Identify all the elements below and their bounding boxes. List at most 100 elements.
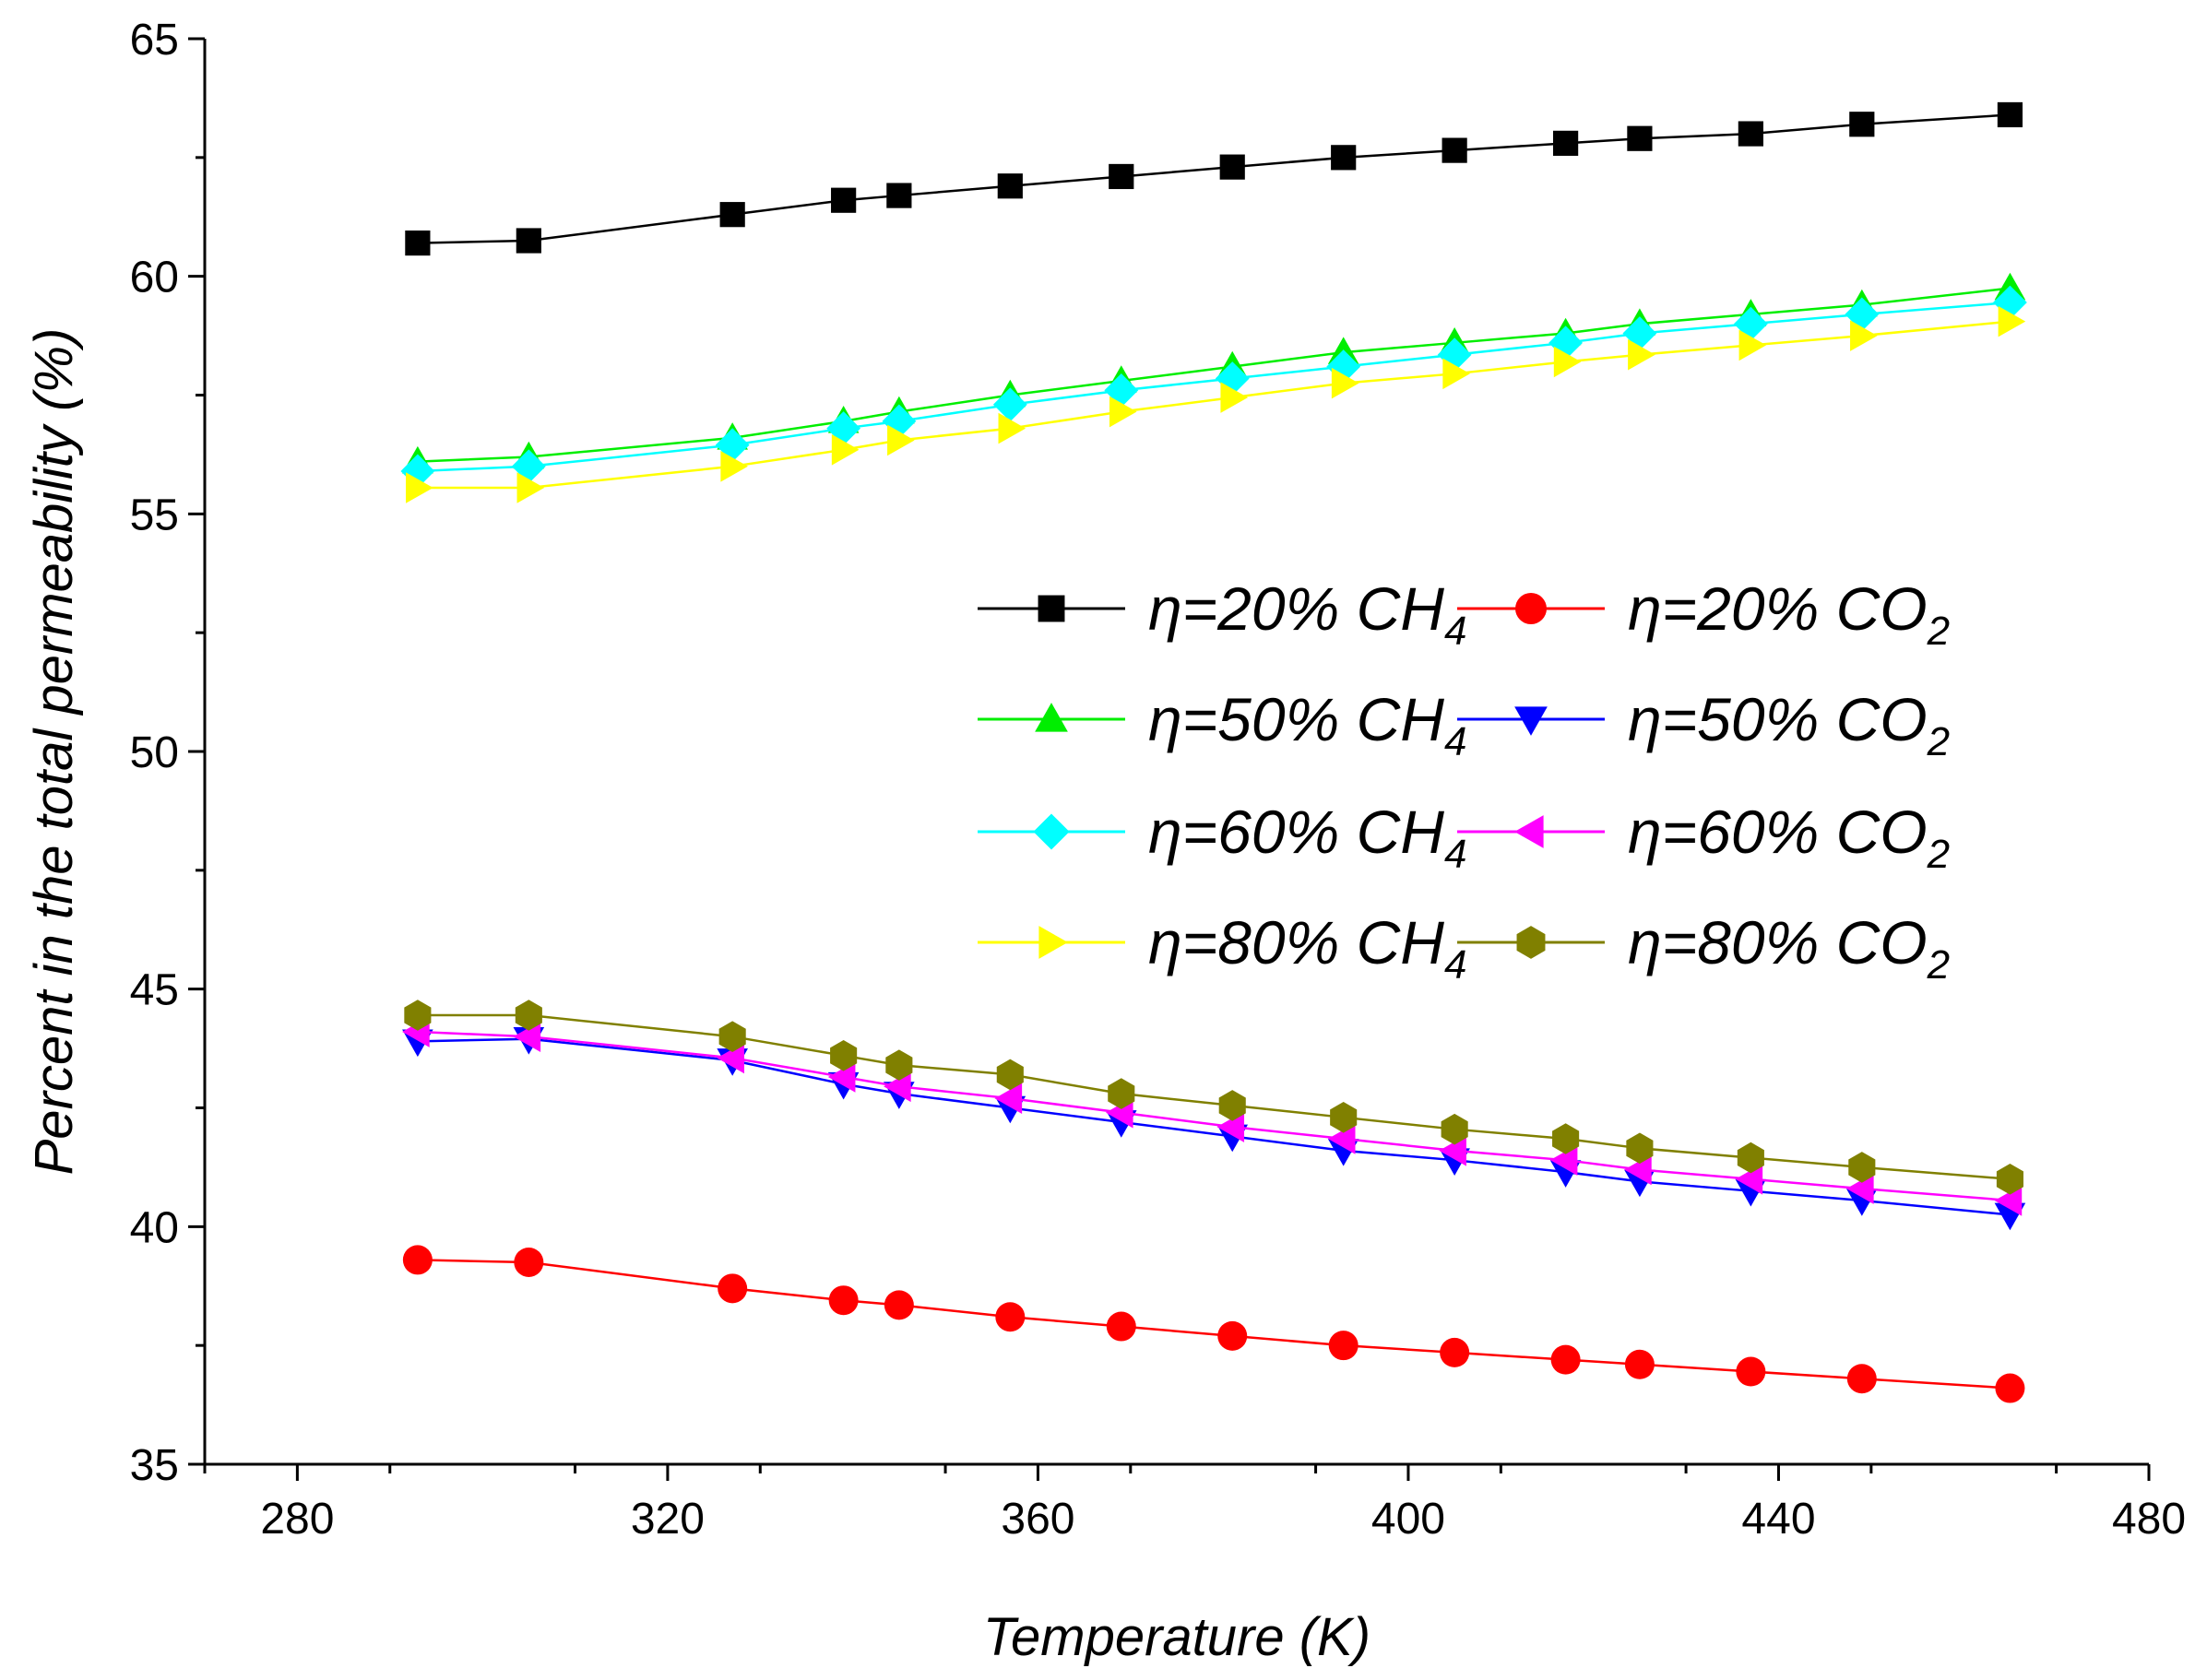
series-line	[417, 113, 2011, 244]
data-point	[1552, 1123, 1580, 1154]
legend-marker	[1038, 926, 1068, 959]
y-tick-label: 40	[130, 1203, 179, 1252]
data-point	[1997, 101, 2023, 128]
legend-item: η=80% CO2	[1457, 908, 1950, 988]
data-point	[1628, 338, 1655, 371]
data-point	[998, 412, 1026, 444]
series--80-ch4	[406, 305, 2026, 503]
legend-label: η=50% CH4	[1148, 685, 1466, 764]
series-layer	[400, 101, 2027, 1403]
data-point	[995, 1302, 1026, 1332]
data-point	[717, 1042, 744, 1074]
data-point	[1548, 325, 1583, 361]
legend-item: η=60% CH4	[978, 798, 1466, 877]
x-tick-label: 400	[1371, 1495, 1445, 1544]
series--80-co2	[404, 1000, 2023, 1195]
data-point	[996, 1059, 1024, 1091]
data-point	[720, 451, 748, 482]
data-point	[719, 202, 745, 228]
series-line	[417, 1013, 2011, 1181]
data-point	[1848, 1152, 1876, 1183]
data-point	[1331, 367, 1359, 399]
legend-item: η=50% CO2	[1457, 685, 1950, 764]
data-point	[1996, 1164, 2023, 1195]
legend-label: η=20% CH4	[1148, 574, 1466, 654]
x-tick-label: 440	[1741, 1495, 1815, 1544]
data-point	[516, 472, 545, 503]
data-point	[1622, 316, 1657, 350]
data-point	[884, 1290, 914, 1320]
legend-marker	[1515, 593, 1547, 624]
data-point	[1330, 1102, 1358, 1133]
data-point	[1998, 305, 2026, 337]
data-point	[1994, 1185, 2023, 1216]
y-tick-label: 65	[130, 16, 179, 65]
y-tick-label: 45	[130, 966, 179, 1015]
data-point	[513, 1021, 541, 1052]
data-point	[1553, 346, 1582, 378]
data-point	[405, 230, 431, 256]
data-point	[1331, 145, 1357, 171]
legend-marker	[1516, 926, 1546, 959]
data-point	[885, 1049, 913, 1081]
data-point	[1442, 137, 1467, 163]
legend-label: η=20% CO2	[1628, 574, 1950, 654]
data-point	[1626, 1132, 1654, 1165]
x-tick-label: 480	[2112, 1495, 2186, 1544]
data-point	[1216, 1111, 1245, 1142]
data-point	[1737, 1142, 1764, 1174]
legend-label: η=80% CO2	[1628, 908, 1950, 988]
legend-item: η=80% CH4	[978, 908, 1466, 988]
data-point	[1849, 112, 1875, 137]
data-point	[1104, 373, 1139, 408]
data-point	[715, 428, 750, 463]
series-line	[417, 1037, 2011, 1216]
data-point	[828, 1285, 859, 1316]
data-point	[511, 449, 546, 484]
legend-label: η=50% CO2	[1628, 685, 1950, 764]
x-tick-label: 320	[631, 1495, 705, 1544]
data-point	[1439, 1135, 1466, 1166]
data-point	[1624, 1349, 1655, 1379]
y-tick-label: 35	[130, 1441, 179, 1490]
data-point	[718, 1021, 746, 1052]
series--20-co2	[402, 1245, 2025, 1403]
data-point	[831, 433, 860, 466]
legend-marker	[1033, 813, 1070, 850]
y-axis-title: Percent in the total permeability (%)	[24, 328, 84, 1176]
data-point	[1733, 306, 1768, 341]
data-point	[1627, 125, 1653, 151]
data-point	[516, 228, 541, 254]
data-point	[1327, 1123, 1356, 1154]
legend-item: η=50% CH4	[978, 685, 1466, 764]
data-point	[514, 1247, 544, 1277]
series--60-co2	[402, 1016, 2023, 1216]
y-tick-label: 60	[130, 254, 179, 302]
data-point	[1220, 382, 1249, 413]
data-point	[997, 173, 1023, 199]
data-point	[1995, 1373, 2025, 1403]
data-point	[826, 411, 861, 445]
x-tick-label: 280	[260, 1495, 334, 1544]
data-point	[718, 1273, 748, 1304]
data-point	[515, 1000, 542, 1031]
x-tick-label: 360	[1001, 1495, 1074, 1544]
data-point	[1109, 163, 1134, 190]
data-point	[830, 1040, 858, 1071]
data-point	[1736, 1356, 1766, 1387]
data-point	[1846, 1364, 1877, 1394]
data-point	[1328, 1331, 1359, 1361]
series--50-ch4	[402, 272, 2026, 474]
data-point	[1218, 1090, 1246, 1121]
data-point	[1108, 1078, 1135, 1109]
legend-label: η=80% CH4	[1148, 908, 1466, 988]
data-point	[1440, 1337, 1470, 1367]
data-point	[1845, 297, 1880, 332]
data-point	[827, 1061, 856, 1093]
legend-marker	[1514, 706, 1548, 736]
data-point	[1441, 1113, 1468, 1145]
data-point	[1735, 1164, 1763, 1195]
legend-marker	[1514, 815, 1544, 848]
data-point	[1549, 1144, 1578, 1176]
